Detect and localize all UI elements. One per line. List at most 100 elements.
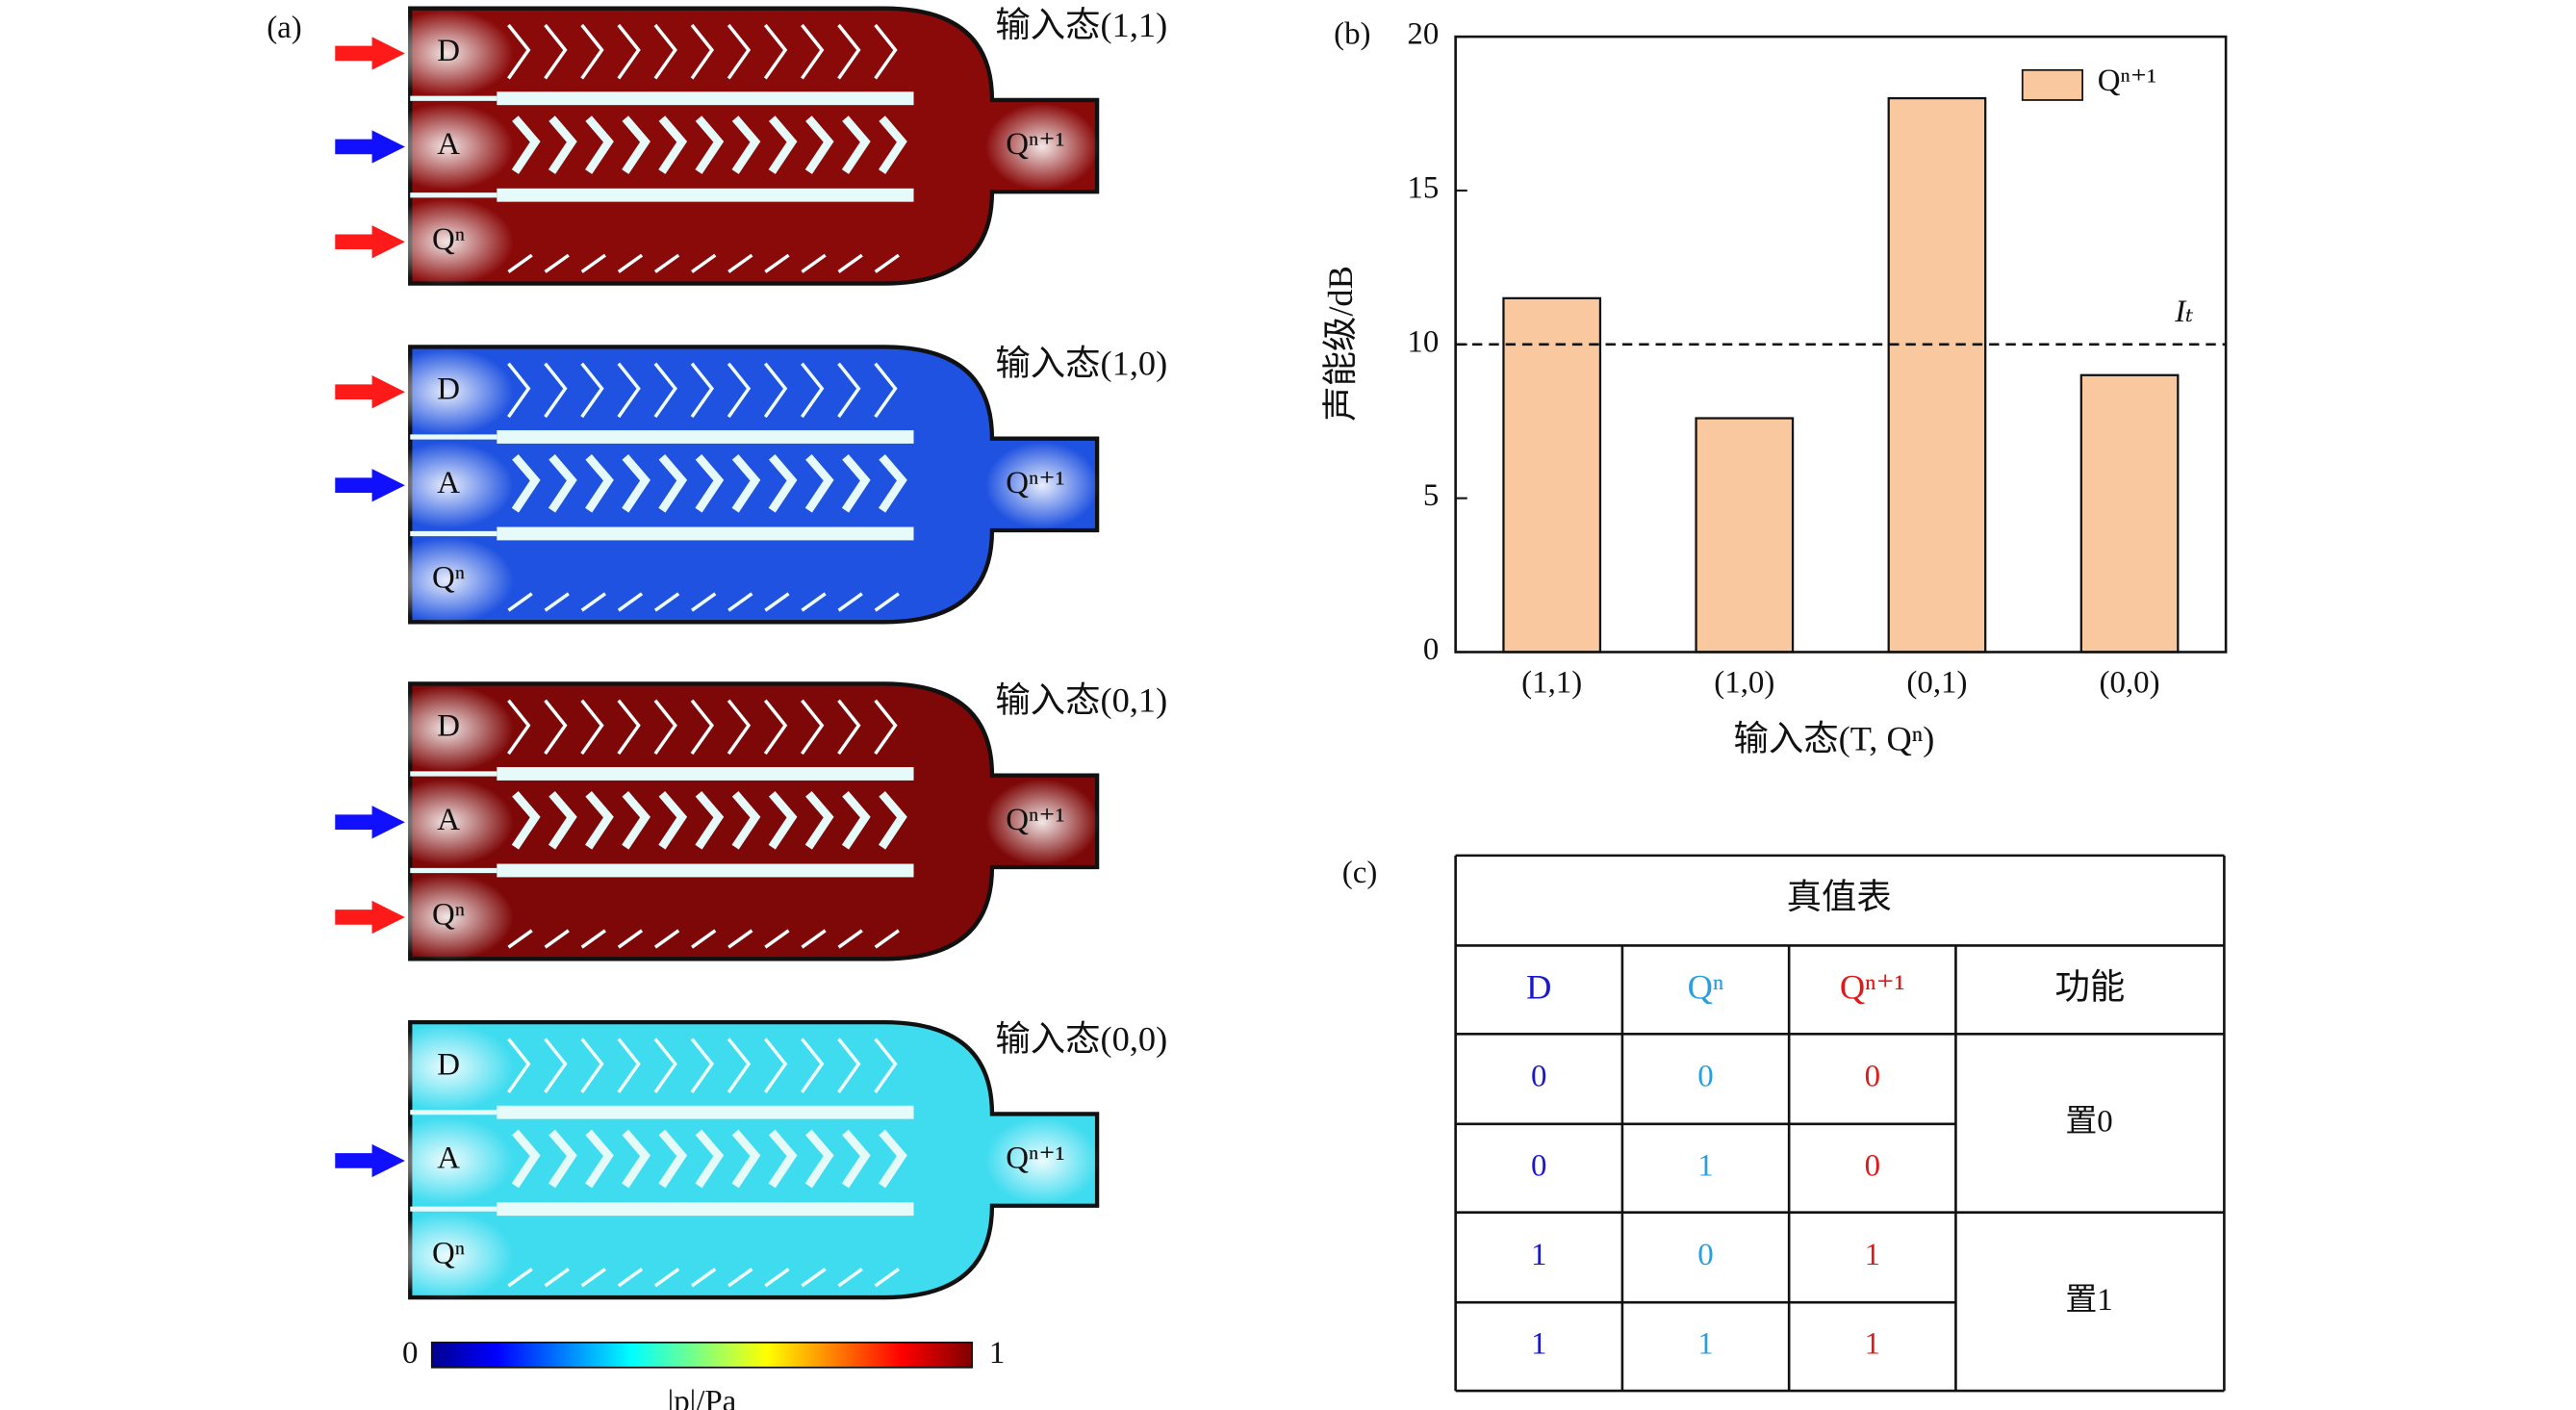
port-glow	[380, 10, 514, 97]
chevron	[763, 1038, 788, 1093]
table-cell: 0	[1531, 1060, 1546, 1094]
vane	[837, 592, 863, 612]
vane	[507, 929, 533, 949]
vane	[764, 253, 790, 273]
chevron	[544, 23, 568, 80]
chevron	[727, 699, 752, 756]
colorbar-min: 0	[402, 1336, 418, 1371]
chevron	[617, 23, 641, 80]
chevron	[841, 115, 871, 174]
chevron	[837, 23, 861, 80]
chevron	[580, 23, 604, 80]
x-tick-label: (0,1)	[1906, 666, 1967, 701]
chevron	[690, 362, 715, 419]
port-glow	[380, 536, 514, 625]
chevron	[507, 23, 531, 80]
chevron	[580, 362, 604, 419]
chevron	[653, 1038, 677, 1093]
table-function: 置0	[2065, 1104, 2112, 1139]
chevron	[653, 23, 677, 80]
chevron	[874, 23, 898, 80]
port-label: A	[437, 803, 460, 837]
vane	[801, 592, 827, 612]
vane	[727, 1268, 753, 1288]
chevron	[878, 453, 907, 513]
chevron	[841, 453, 871, 513]
chevron	[801, 362, 825, 419]
table-header: Qⁿ⁺¹	[1840, 968, 1905, 1007]
chevron	[548, 1129, 577, 1189]
table-cell: 0	[1865, 1060, 1880, 1094]
channel-wall	[497, 188, 914, 202]
chevron	[801, 699, 825, 756]
vane	[507, 592, 533, 612]
vane	[727, 929, 753, 949]
vane	[653, 253, 680, 273]
chevron	[585, 790, 614, 850]
vane	[874, 1268, 900, 1288]
table-header: 功能	[2055, 968, 2126, 1007]
table-cell: 0	[1531, 1148, 1546, 1183]
port-glow	[380, 1116, 514, 1205]
chevron	[841, 1129, 871, 1189]
channel-wall	[497, 863, 914, 878]
table-cell: 1	[1865, 1327, 1880, 1362]
vane	[580, 929, 606, 949]
chevron	[837, 1038, 861, 1093]
output-glow	[985, 779, 1099, 866]
port-glow	[380, 685, 514, 773]
chevron	[804, 790, 834, 850]
chevron	[507, 1038, 531, 1093]
chevron	[731, 115, 761, 174]
chevron	[658, 453, 688, 513]
y-axis-label: 声能级/dB	[1321, 266, 1360, 422]
chevron	[695, 115, 725, 174]
vane	[764, 592, 790, 612]
chevron	[878, 115, 907, 174]
vane	[691, 592, 717, 612]
vane	[653, 592, 680, 612]
vane	[580, 1268, 606, 1288]
chevron	[580, 1038, 604, 1093]
chevron	[507, 362, 531, 419]
chevron	[585, 115, 614, 174]
table-cell: 1	[1697, 1148, 1713, 1183]
port-glow	[380, 1023, 514, 1111]
port-glow	[380, 779, 514, 866]
table-header: D	[1526, 968, 1551, 1007]
vane	[653, 929, 680, 949]
chevron	[653, 699, 677, 756]
vane	[837, 1268, 863, 1288]
table-cell: 1	[1531, 1327, 1546, 1362]
chevron	[878, 790, 907, 850]
port-label: Qⁿ	[432, 222, 465, 257]
state-title: 输入态(0,0)	[995, 1019, 1167, 1058]
chevron	[548, 790, 577, 850]
channel-wall	[497, 91, 914, 106]
vane	[874, 592, 900, 612]
port-glow	[380, 442, 514, 529]
chevron	[690, 23, 715, 80]
chevron	[804, 453, 834, 513]
vane	[837, 929, 863, 949]
panel-label: (c)	[1342, 856, 1378, 890]
chevron	[585, 453, 614, 513]
vane	[691, 929, 717, 949]
port-label: D	[437, 34, 460, 68]
panel-label: (b)	[1334, 17, 1370, 52]
chevron	[544, 699, 568, 756]
port-label: Qⁿ	[432, 1236, 465, 1270]
chevron	[653, 362, 677, 419]
vane	[801, 1268, 827, 1288]
vane	[801, 929, 827, 949]
bar	[1695, 417, 1795, 654]
output-glow	[985, 1116, 1099, 1205]
chevron	[763, 23, 788, 80]
bar	[1502, 296, 1602, 654]
vane	[544, 592, 570, 612]
chevron	[511, 790, 541, 850]
chevron	[804, 115, 834, 174]
chevron	[878, 1129, 907, 1189]
colorbar	[430, 1341, 974, 1369]
